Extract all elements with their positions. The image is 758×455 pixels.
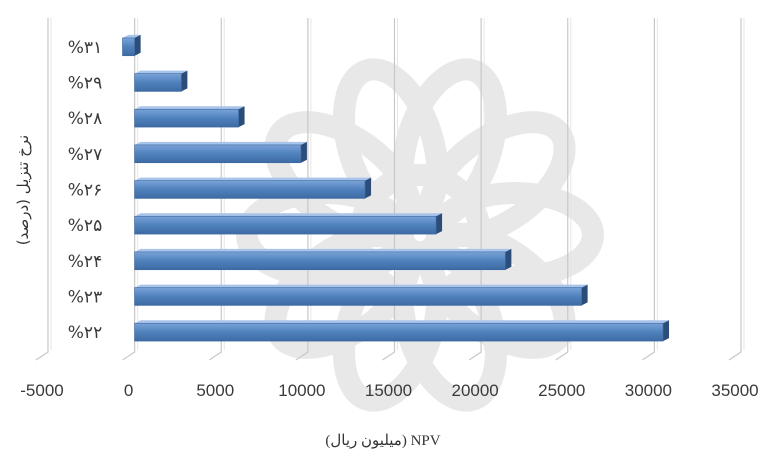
bar-top-face [134,70,188,74]
y-tick-label: %۲۹ [68,74,102,94]
gridline [468,18,482,361]
bar-front-face [134,322,664,342]
bar [134,284,588,306]
y-tick-label: %۲۸ [68,109,102,129]
bar-front-face [134,73,182,92]
x-tick-label: 5000 [196,381,234,400]
y-tick-label: %۲۶ [68,181,102,201]
x-tick-label: -5000 [20,381,63,400]
x-tick-label: 30000 [625,381,672,400]
bar-end-face [181,70,188,92]
watermark-emblem [236,58,604,412]
bar-top-face [134,141,307,145]
bar [134,213,443,235]
gridline [122,18,136,361]
bar-front-face [134,215,437,235]
bar [134,248,512,271]
x-axis-label: NPV (میلیون ریال) [325,433,440,449]
bar-front-face [134,180,366,199]
bar-end-face [238,106,245,128]
bar-front-face [134,287,582,306]
x-tick-label: 20000 [451,381,498,400]
x-tick-label: 25000 [538,381,585,400]
bar-end-face [505,248,512,270]
y-tick-label: %۲۲ [68,323,102,343]
y-tick-label: %۳۱ [68,38,102,58]
gridline [208,18,222,361]
chart-bars [122,34,670,342]
bar [134,141,307,164]
bar-end-face [436,213,443,235]
bar [134,70,188,92]
y-tick-label: %۲۷ [68,145,102,165]
bar-end-face [134,34,141,56]
bar-top-face [122,34,141,38]
gridline [555,18,569,361]
bar-end-face [300,141,307,163]
y-axis-label: نرخ تنزیل (درصد) [14,135,32,245]
bar-end-face [581,284,588,306]
gridline [35,18,49,361]
y-tick-label: %۲۵ [68,216,102,236]
bar-top-face [134,284,588,288]
x-tick-label: 0 [124,381,133,400]
gridline [295,18,309,361]
gridline [728,18,742,361]
bar [134,177,372,199]
bar-front-face [134,108,239,128]
bar [122,34,141,57]
bar [134,320,670,342]
bar-front-face [134,251,506,271]
x-tick-label: 35000 [711,381,758,400]
bar-end-face [663,320,670,342]
x-tick-label: 10000 [278,381,325,400]
gridline [382,18,396,361]
x-axis-ticks: -5000 0 5000 10000 15000 20000 25000 30000 35000 [20,381,758,400]
y-axis-ticks: %۲۲ %۲۳ %۲۴ %۲۵ %۲۶ %۲۷ %۲۸ %۲۹ %۳۱ [68,38,102,343]
bar-top-face [134,320,670,324]
bar-top-face [134,177,372,181]
bar-top-face [134,106,245,110]
bar-top-face [134,213,443,217]
bar-end-face [365,177,372,199]
bar [134,106,245,128]
bar-top-face [134,248,512,252]
gridline [642,18,655,361]
bar-front-face [134,144,302,164]
bar-front-face [122,37,135,57]
y-tick-label: %۲۳ [68,288,102,308]
y-tick-label: %۲۴ [68,252,102,272]
x-tick-label: 15000 [365,381,412,400]
